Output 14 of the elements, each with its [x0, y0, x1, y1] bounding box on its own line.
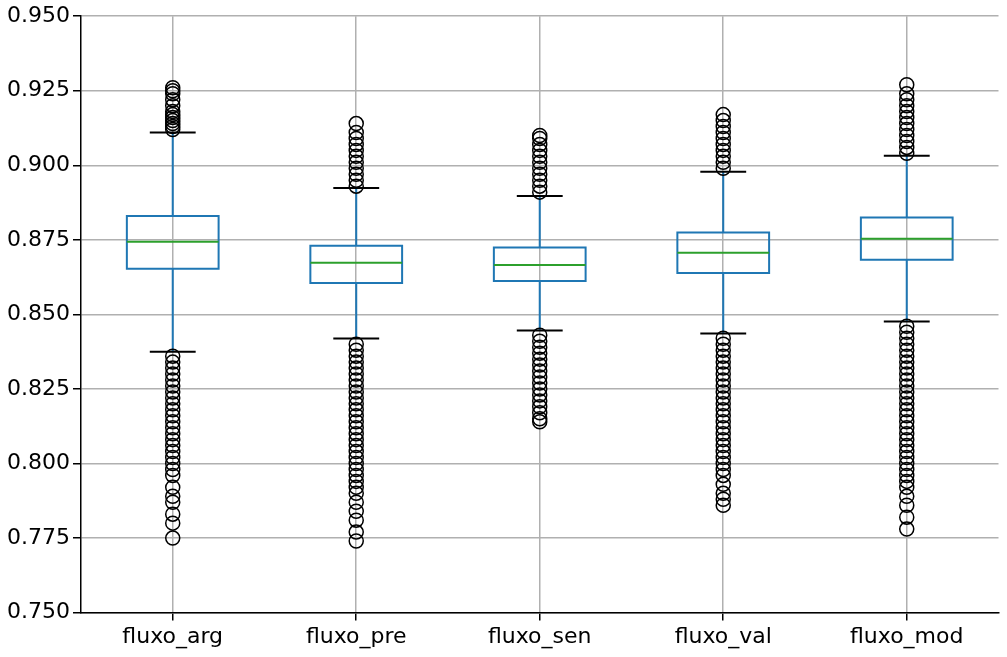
y-tick-label: 0.800 — [7, 449, 70, 475]
x-tick-label: fluxo_pre — [305, 622, 407, 649]
y-tick-label: 0.750 — [7, 598, 70, 624]
x-tick-label: fluxo_sen — [487, 622, 592, 649]
y-tick-label: 0.775 — [7, 523, 70, 549]
y-tick-label: 0.900 — [7, 151, 70, 177]
y-tick-label: 0.950 — [7, 1, 70, 27]
y-tick-label: 0.825 — [7, 374, 70, 400]
y-tick-label: 0.850 — [7, 300, 70, 326]
x-tick-label: fluxo_val — [674, 622, 772, 649]
x-tick-label: fluxo_arg — [122, 622, 224, 649]
y-tick-label: 0.925 — [7, 76, 70, 102]
x-tick-label: fluxo_mod — [850, 622, 964, 649]
y-tick-label: 0.875 — [7, 225, 70, 251]
